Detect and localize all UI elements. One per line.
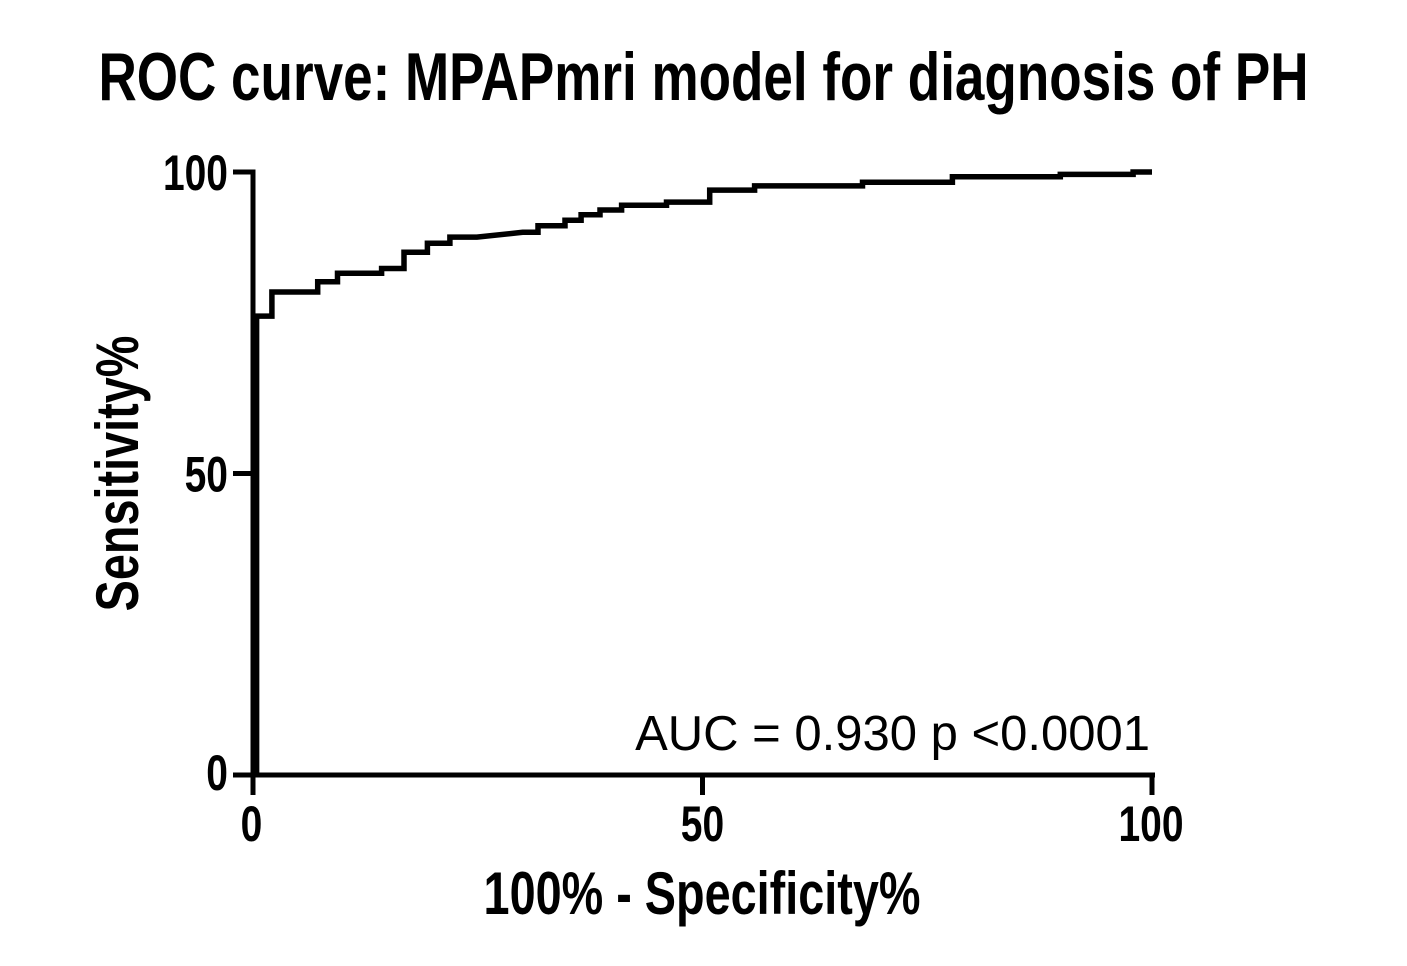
x-tick-label-100: 100 (1118, 795, 1183, 852)
x-axis-title: 100% - Specificity% (484, 860, 921, 927)
y-tick-label-100: 100 (163, 144, 228, 201)
y-axis-title: Sensitivity% (84, 336, 151, 612)
y-tick-label-0: 0 (206, 744, 228, 801)
chart-title: ROC curve: MPAPmri model for diagnosis o… (98, 39, 1308, 115)
roc-curve (253, 169, 1152, 775)
auc-annotation: AUC = 0.930 p <0.0001 (635, 707, 1150, 761)
y-tick-label-50: 50 (185, 446, 228, 503)
x-tick-label-0: 0 (241, 795, 263, 852)
x-tick-label-50: 50 (681, 795, 724, 852)
